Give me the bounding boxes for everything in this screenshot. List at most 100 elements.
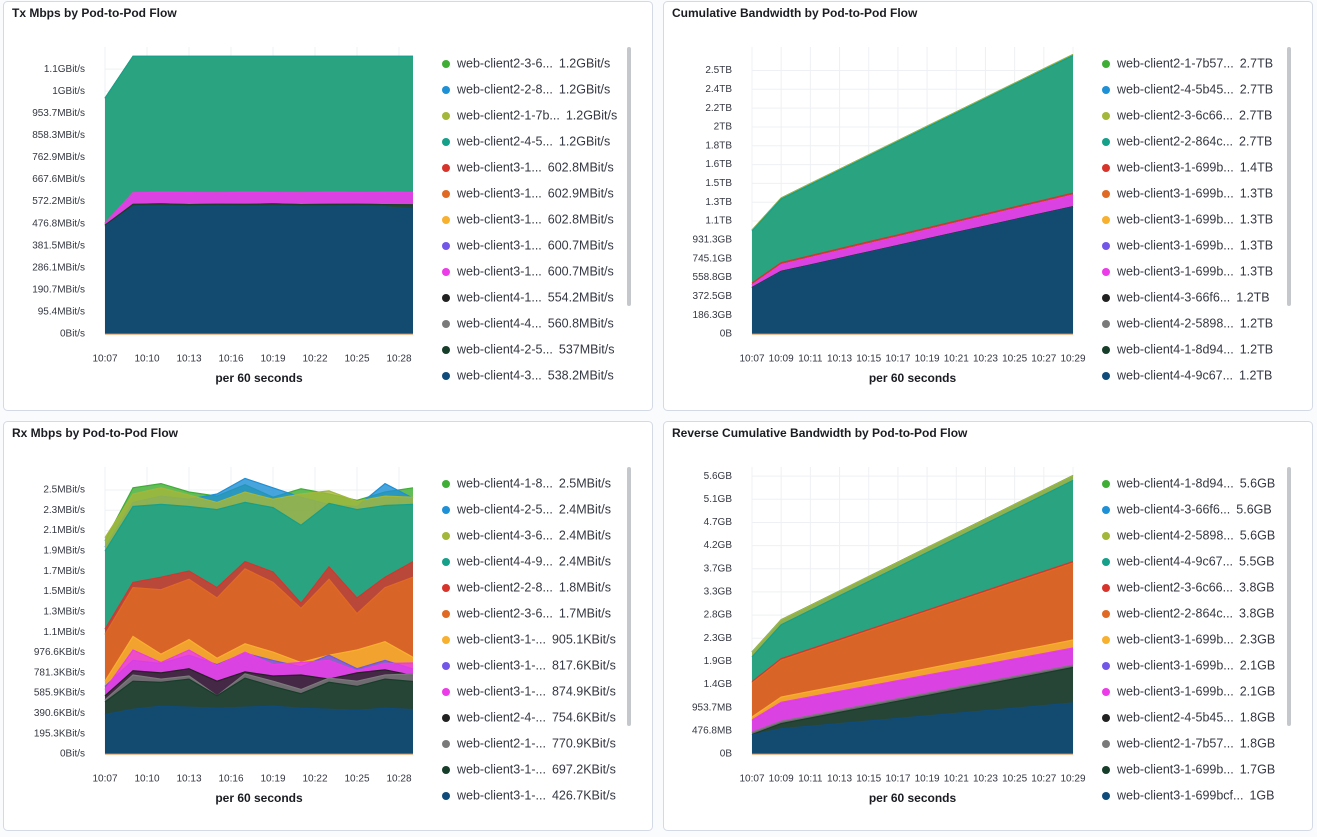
y-tick-label: 2.4TB xyxy=(705,84,732,95)
legend-value: 1GB xyxy=(1249,788,1274,802)
legend-swatch xyxy=(442,740,450,748)
legend-label: web-client3-1... xyxy=(456,186,542,200)
legend-label: web-client4-4-9c67... xyxy=(1116,368,1233,382)
legend-label: web-client3-1-... xyxy=(456,788,546,802)
legend-swatch xyxy=(442,112,450,120)
legend-value: 770.9KBit/s xyxy=(552,736,616,750)
y-tick-label: 95.4MBit/s xyxy=(38,307,85,318)
y-tick-label: 1.1GBit/s xyxy=(44,64,85,75)
legend-swatch xyxy=(1102,60,1110,68)
legend-swatch xyxy=(442,346,450,354)
legend-value: 1.8MBit/s xyxy=(559,580,611,594)
series-line xyxy=(104,673,414,701)
y-tick-label: 4.7GB xyxy=(704,517,733,528)
series-line xyxy=(751,194,1074,286)
legend-swatch xyxy=(442,372,450,380)
legend-value: 1.2GBit/s xyxy=(559,56,610,70)
y-tick-label: 1.3MBit/s xyxy=(43,606,85,617)
legend-label: web-client3-1-699b... xyxy=(1116,632,1234,646)
legend-scrollbar xyxy=(627,47,631,306)
legend-label: web-client4-2-5... xyxy=(456,342,553,356)
legend-label: web-client2-3-6c66... xyxy=(1116,108,1233,122)
y-tick-label: 0B xyxy=(720,749,733,760)
y-tick-label: 1.5TB xyxy=(705,178,732,189)
series-line xyxy=(751,55,1074,232)
x-tick-label: 10:07 xyxy=(739,354,764,365)
legend-label: web-client2-1-7b57... xyxy=(1116,736,1234,750)
x-tick-label: 10:11 xyxy=(798,774,823,785)
x-tick-label: 10:11 xyxy=(798,354,823,365)
legend-value: 2.7TB xyxy=(1240,82,1273,96)
legend-value: 554.2MBit/s xyxy=(548,290,614,304)
x-tick-label: 10:29 xyxy=(1060,774,1085,785)
legend-value: 537MBit/s xyxy=(559,342,615,356)
legend-value: 2.4MBit/s xyxy=(559,528,611,542)
series-line xyxy=(104,668,414,697)
y-tick-label: 2.1MBit/s xyxy=(43,525,85,536)
legend-swatch xyxy=(442,766,450,774)
legend-value: 1.3TB xyxy=(1240,238,1273,252)
legend-swatch xyxy=(442,506,450,514)
legend-swatch xyxy=(1102,740,1110,748)
legend-swatch xyxy=(1102,164,1110,172)
y-tick-label: 1.4GB xyxy=(704,679,733,690)
legend-label: web-client3-1-... xyxy=(456,658,546,672)
legend-value: 2.4MBit/s xyxy=(559,502,611,516)
legend-value: 1.3TB xyxy=(1240,186,1273,200)
legend-value: 1.7GB xyxy=(1240,762,1275,776)
legend-label: web-client3-1... xyxy=(456,238,542,252)
y-tick-label: 558.8GB xyxy=(693,272,733,283)
x-tick-label: 10:28 xyxy=(386,354,411,365)
legend-value: 2.7TB xyxy=(1239,134,1272,148)
x-axis-label: per 60 seconds xyxy=(869,791,957,805)
legend-swatch xyxy=(442,584,450,592)
y-tick-label: 0Bit/s xyxy=(60,749,85,760)
legend-label: web-client2-1-... xyxy=(456,736,546,750)
legend-value: 2.7TB xyxy=(1239,108,1272,122)
y-tick-label: 858.3MBit/s xyxy=(32,130,85,141)
legend-swatch xyxy=(1102,112,1110,120)
legend-label: web-client3-1-699b... xyxy=(1116,212,1234,226)
legend-value: 1.3TB xyxy=(1240,212,1273,226)
legend-value: 1.8GB xyxy=(1240,736,1275,750)
legend-label: web-client2-3-6... xyxy=(456,606,553,620)
legend-label: web-client3-1-699b... xyxy=(1116,264,1234,278)
legend-label: web-client2-2-8... xyxy=(456,580,553,594)
legend-label: web-client3-1-699b... xyxy=(1116,238,1234,252)
x-tick-label: 10:13 xyxy=(176,354,201,365)
legend-scrollbar xyxy=(1287,47,1291,306)
series-line xyxy=(751,206,1074,289)
series-line xyxy=(104,560,414,630)
legend-label: web-client2-4-5b45... xyxy=(1116,82,1234,96)
y-tick-label: 1.1TB xyxy=(705,216,732,227)
series-line xyxy=(104,649,414,690)
x-tick-label: 10:25 xyxy=(1002,354,1027,365)
legend-swatch xyxy=(442,242,450,250)
series-line xyxy=(104,568,414,635)
legend-value: 1.2GBit/s xyxy=(566,108,617,122)
y-tick-label: 372.5GB xyxy=(693,291,733,302)
legend-swatch xyxy=(1102,506,1110,514)
legend-swatch xyxy=(1102,558,1110,566)
legend-value: 1.2TB xyxy=(1236,290,1269,304)
x-tick-label: 10:23 xyxy=(973,774,998,785)
legend-label: web-client4-1-8d94... xyxy=(1116,342,1234,356)
legend-swatch xyxy=(442,138,450,146)
legend-swatch xyxy=(1102,294,1110,302)
legend-value: 1.2GBit/s xyxy=(559,134,610,148)
series-line xyxy=(104,203,414,226)
y-tick-label: 2.8GB xyxy=(704,610,733,621)
legend-label: web-client2-3-6... xyxy=(456,56,553,70)
x-tick-label: 10:22 xyxy=(302,774,327,785)
legend-label: web-client4-4-9c67... xyxy=(1116,554,1233,568)
legend-label: web-client2-4-5b45... xyxy=(1116,710,1234,724)
area-series xyxy=(105,206,413,334)
legend-value: 3.8GB xyxy=(1239,580,1274,594)
series-line xyxy=(104,205,414,227)
series-line xyxy=(104,191,414,224)
legend-swatch xyxy=(442,216,450,224)
legend-label: web-client3-1-699b... xyxy=(1116,186,1234,200)
y-tick-label: 1.7MBit/s xyxy=(43,566,85,577)
legend-swatch xyxy=(1102,138,1110,146)
legend-value: 2.3GB xyxy=(1240,632,1275,646)
